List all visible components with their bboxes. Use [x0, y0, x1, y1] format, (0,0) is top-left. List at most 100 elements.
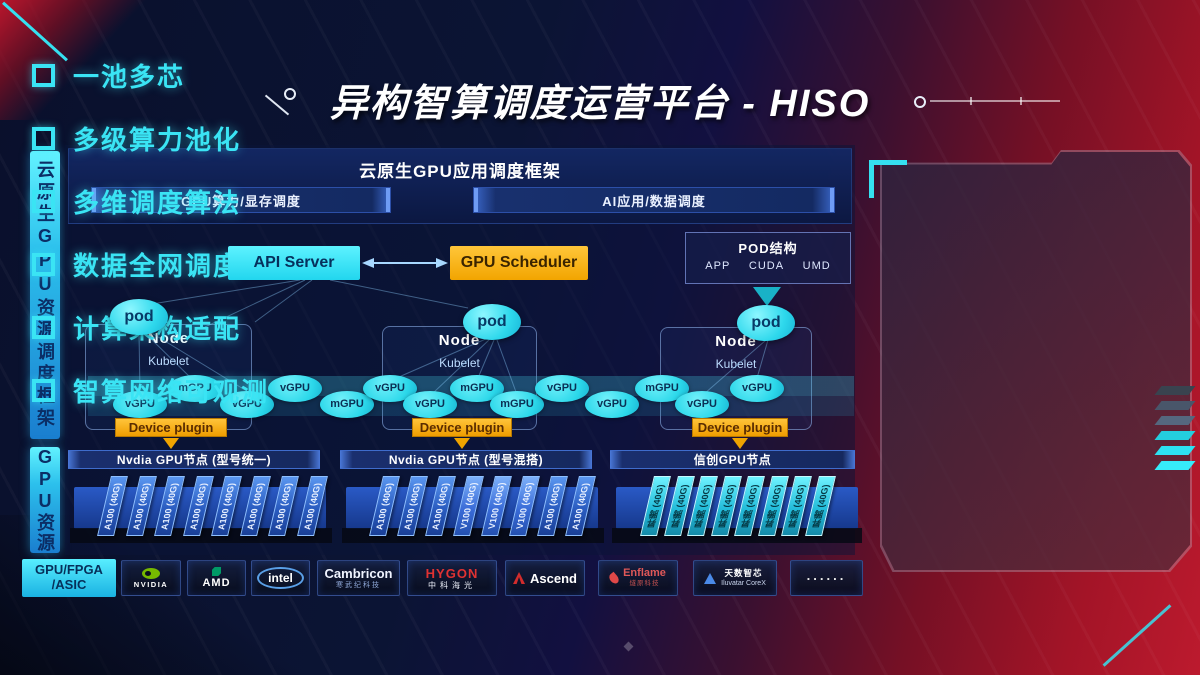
vendor-box-hygon: HYGON 中科海光 [407, 560, 497, 596]
vgpu-ellipse: vGPU [268, 374, 322, 402]
gpu-group-header-1: Nvdia GPU节点 (型号统一) [68, 450, 320, 469]
sidebar-frame-label: 云原生GPU资源调度框架 [35, 160, 55, 430]
features-panel [880, 150, 1192, 572]
hazard-stripe [1154, 416, 1196, 425]
node-label: Node [438, 332, 481, 349]
node-label: Node [147, 330, 190, 347]
title-decor-circle-right [914, 96, 926, 108]
pod-structure-title: POD结构 [738, 241, 798, 256]
title-decor-line-right [930, 100, 1060, 102]
feature-item: 多维调度算法 [32, 170, 269, 233]
pod-struct-item: CUDA [748, 260, 785, 272]
feature-item: 数据全网调度 [32, 233, 269, 296]
vgpu-ellipse: vGPU [403, 390, 457, 418]
title-decor-circle-left [284, 88, 296, 100]
device-plugin-2: Device plugin [412, 418, 512, 437]
device-plugin-3: Device plugin [692, 418, 788, 437]
amd-arrow-icon [212, 567, 221, 576]
iluvatar-logo: 天数智芯 Iluvatar CoreX [704, 569, 766, 587]
ai-app-data-scheduling-bar: AI应用/数据调度 [473, 187, 835, 213]
gpu-fpga-line2: /ASIC [51, 577, 87, 592]
hazard-stripe [1154, 461, 1196, 470]
hygon-logo: HYGON 中科海光 [426, 567, 479, 590]
hazard-stripe [1154, 386, 1196, 395]
gpu-group-header-2: Nvdia GPU节点 (型号混搭) [340, 450, 592, 469]
page-title: 异构智算调度运营平台 - HISO [329, 83, 871, 125]
feature-label: 数据全网调度 [73, 251, 242, 281]
vendor-box-iluvatar: 天数智芯 Iluvatar CoreX [693, 560, 777, 596]
gpu-scheduler-box: GPU Scheduler [450, 246, 588, 280]
feature-bullet-icon [32, 379, 55, 402]
amd-logo-icon: AMD [202, 567, 230, 589]
vendor-box-cambricon: Cambricon 寒武纪科技 [317, 560, 400, 596]
enflame-text: Enflame 燧原科技 [623, 568, 666, 588]
vgpu-ellipse: vGPU [675, 390, 729, 418]
ascend-triangle-icon [513, 572, 526, 584]
corner-cyan-stripe-bottom-right [1102, 604, 1172, 667]
device-plugin-arrow-icon [163, 438, 179, 449]
hazard-stripe [1154, 431, 1196, 440]
panel-corner-accent [869, 160, 874, 198]
nvidia-logo-icon: NVIDIA [133, 567, 169, 589]
vgpu-ellipse: vGPU [585, 390, 639, 418]
nvidia-wordmark: NVIDIA [133, 579, 169, 589]
feature-item: 多级算力池化 [32, 107, 269, 170]
pod-ellipse-3: pod [737, 305, 795, 341]
hazard-stripe [1154, 401, 1196, 410]
cambricon-wordmark: Cambricon [324, 566, 393, 581]
feature-label: 多维调度算法 [73, 188, 242, 218]
mgpu-ellipse: mGPU [168, 374, 222, 402]
enflame-wordmark: Enflame [623, 567, 666, 580]
iluvatar-subtitle: Iluvatar CoreX [721, 579, 766, 587]
hazard-stripe [1154, 446, 1196, 455]
bottom-decoration [623, 641, 634, 652]
gpu-compute-memory-scheduling-bar: GPU算力/显存调度 [91, 187, 391, 213]
more-vendors-dots: ...... [806, 567, 847, 583]
device-plugin-arrow-icon [454, 438, 470, 449]
app-scheduling-framework: 云原生GPU应用调度框架 GPU算力/显存调度 AI应用/数据调度 [68, 148, 852, 224]
vgpu-ellipse: vGPU [730, 374, 784, 402]
nvidia-eye-icon [141, 567, 160, 579]
intel-logo-icon: intel [257, 567, 304, 589]
enflame-subtitle: 燧原科技 [629, 580, 660, 588]
api-server-box: API Server [228, 246, 360, 280]
pod-structure-items: APP CUDA UMD [686, 257, 850, 272]
features-panel-bg [882, 152, 1190, 570]
node-label: Node [715, 333, 757, 350]
title-decor-tick [970, 97, 972, 105]
feature-bullet-icon [32, 253, 55, 276]
kubelet-label: Kubelet [439, 356, 480, 370]
feature-label: 智算网络可观测 [73, 377, 270, 407]
device-plugin-1: Device plugin [115, 418, 227, 437]
app-framework-title: 云原生GPU应用调度框架 [359, 162, 561, 181]
vendor-box-intel: intel [251, 560, 310, 596]
pod-struct-item: APP [705, 260, 731, 272]
vendor-box-ascend: Ascend [505, 560, 585, 596]
pod-struct-item: UMD [802, 260, 831, 272]
feature-bullet-icon [32, 190, 55, 213]
mgpu-ellipse: mGPU [320, 390, 374, 418]
mgpu-ellipse: mGPU [490, 390, 544, 418]
panel-corner-accent [869, 160, 907, 165]
iluvatar-text: 天数智芯 Iluvatar CoreX [721, 569, 766, 587]
cambricon-logo: Cambricon 寒武纪科技 [325, 567, 393, 589]
hazard-stripes-decoration [1154, 386, 1196, 476]
hygon-subtitle: 中科海光 [427, 580, 476, 590]
ascend-logo: Ascend [513, 571, 577, 586]
feature-list: 一池多芯多级算力池化多维调度算法数据全网调度计算架构适配智算网络可观测 [32, 44, 269, 422]
vgpu-ellipse: vGPU [220, 390, 274, 418]
enflame-logo: Enflame 燧原科技 [607, 568, 666, 588]
vendor-box-nvidia: NVIDIA [121, 560, 181, 596]
feature-item: 智算网络可观测 [32, 359, 269, 422]
vendor-box-dots: ...... [790, 560, 863, 596]
cambricon-subtitle: 寒武纪科技 [336, 582, 381, 589]
gpu-group-header-3: 信创GPU节点 [610, 450, 855, 469]
pod-ellipse-2: pod [463, 304, 521, 340]
feature-label: 一池多芯 [73, 62, 186, 92]
pod-structure-box: POD结构 APP CUDA UMD [685, 232, 851, 284]
sidebar-resource-bar: GPU资源 [30, 447, 60, 553]
vendor-box-amd: AMD [187, 560, 246, 596]
sidebar-resource-label: GPU资源 [35, 447, 55, 553]
ascend-wordmark: Ascend [530, 570, 577, 586]
